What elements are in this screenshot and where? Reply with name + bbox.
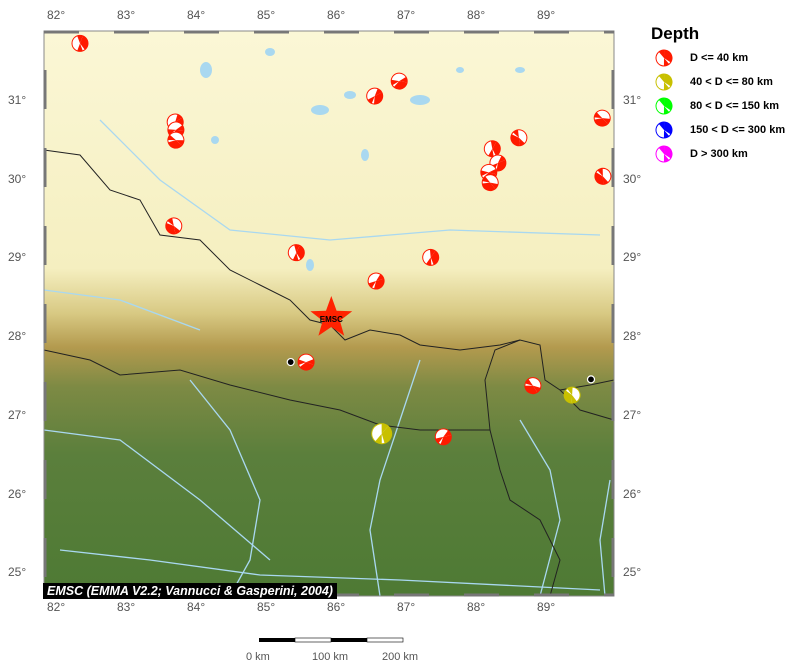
event-beachball[interactable] <box>166 130 187 151</box>
epicenter-star-icon[interactable] <box>310 296 353 336</box>
event-beachball[interactable] <box>562 385 582 405</box>
event-beachball[interactable] <box>71 34 89 52</box>
scale-bar <box>259 637 404 643</box>
rivers <box>43 119 611 597</box>
legend-beachball-icon <box>655 49 673 67</box>
lat-tick-label: 27° <box>8 407 27 422</box>
station-dot <box>586 375 596 384</box>
legend-label: D > 300 km <box>690 148 748 160</box>
legend-beachball-icon <box>655 121 673 139</box>
event-beachball[interactable] <box>522 374 544 396</box>
scale-label-200: 200 km <box>382 651 419 663</box>
lon-tick-label: 83° <box>117 600 136 614</box>
event-beachball[interactable] <box>479 172 501 194</box>
epicenter-label: EMSC <box>320 315 343 324</box>
event-beachball[interactable] <box>508 127 530 149</box>
events-layer <box>71 34 613 448</box>
event-beachball[interactable] <box>297 353 315 371</box>
lon-tick-label: 83° <box>117 8 136 22</box>
lakes <box>200 48 525 271</box>
lon-tick-label: 86° <box>327 8 346 22</box>
lat-tick-label: 27° <box>623 407 642 422</box>
station-dot <box>286 357 295 367</box>
lon-tick-label: 86° <box>327 600 346 614</box>
event-beachball[interactable] <box>390 72 409 91</box>
overlays-layer: EMSC <box>286 296 596 384</box>
legend-title: Depth <box>651 24 700 43</box>
lon-tick-label: 87° <box>397 8 416 22</box>
lon-tick-label: 88° <box>467 600 486 614</box>
event-beachball[interactable] <box>287 244 305 262</box>
lon-tick-label: 89° <box>537 600 556 614</box>
lon-tick-label: 88° <box>467 8 486 22</box>
lat-tick-label: 28° <box>623 329 642 344</box>
scale-label-0: 0 km <box>246 651 270 663</box>
lon-tick-label: 85° <box>257 8 276 22</box>
legend-label: 150 < D <= 300 km <box>690 124 786 136</box>
lat-tick-label: 25° <box>8 565 27 580</box>
legend-beachball-icon <box>655 97 673 115</box>
lon-tick-label: 84° <box>187 8 206 22</box>
lon-tick-label: 82° <box>47 8 66 22</box>
lon-tick-label: 87° <box>397 600 416 614</box>
event-beachball[interactable] <box>591 107 612 128</box>
map-credit: EMSC (EMMA V2.2; Vannucci & Gasperini, 2… <box>43 583 337 599</box>
event-beachball[interactable] <box>163 215 185 237</box>
legend-beachball-icon <box>655 145 673 163</box>
lat-tick-label: 30° <box>623 171 642 186</box>
lat-tick-label: 31° <box>623 93 642 107</box>
lat-tick-label: 29° <box>623 250 642 265</box>
lat-tick-label: 31° <box>8 93 27 107</box>
lon-tick-label: 85° <box>257 600 276 614</box>
event-beachball[interactable] <box>365 270 388 293</box>
legend-label: D <= 40 km <box>690 52 749 64</box>
lat-tick-label: 29° <box>8 250 27 265</box>
event-beachball[interactable] <box>363 85 386 108</box>
scale-label-100: 100 km <box>312 651 349 663</box>
borders <box>43 149 615 597</box>
legend-label: 40 < D <= 80 km <box>690 76 773 88</box>
lat-tick-label: 25° <box>623 565 642 580</box>
lat-tick-label: 30° <box>8 171 27 186</box>
event-beachball[interactable] <box>432 426 454 448</box>
legend-beachball-icon <box>655 73 673 91</box>
legend-label: 80 < D <= 150 km <box>690 100 779 112</box>
event-beachball[interactable] <box>421 248 441 268</box>
event-beachball[interactable] <box>369 421 395 447</box>
lon-tick-label: 89° <box>537 8 556 22</box>
lat-tick-label: 26° <box>623 486 642 501</box>
lat-tick-label: 26° <box>8 486 27 501</box>
event-beachball[interactable] <box>592 166 613 187</box>
lat-tick-label: 28° <box>8 329 27 344</box>
lon-tick-label: 84° <box>187 600 206 614</box>
event-beachball[interactable] <box>483 140 502 159</box>
lon-tick-label: 82° <box>47 600 66 614</box>
legend-symbols <box>655 49 673 163</box>
